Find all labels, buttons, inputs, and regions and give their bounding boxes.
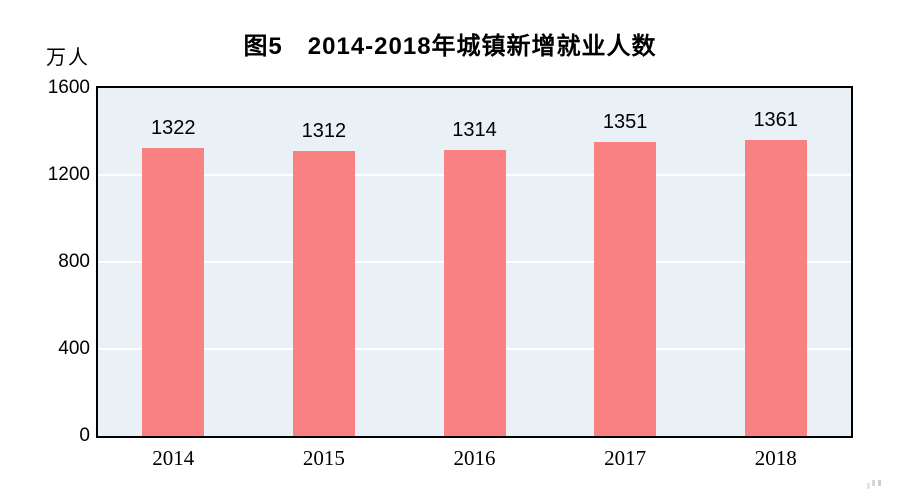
bar-2015: [292, 150, 355, 436]
y-tick-label-400: 400: [58, 338, 90, 359]
bar-2014: [142, 148, 205, 436]
x-tick-label-2014: 2014: [152, 446, 195, 470]
plot-area: 1322 1312 1314 1351 1361: [96, 86, 853, 438]
x-tick-label-2017: 2017: [604, 446, 647, 470]
bar-2018: [744, 139, 807, 436]
x-tick-label-2016: 2016: [453, 446, 496, 470]
y-tick-label-800: 800: [58, 251, 90, 272]
y-tick-label-1200: 1200: [47, 164, 90, 185]
y-tick-label-0: 0: [79, 425, 90, 446]
bar-2016: [443, 150, 506, 436]
bar-value-label-2017: 1351: [602, 111, 648, 134]
chart-title: 图5 2014-2018年城镇新增就业人数: [243, 33, 657, 60]
bar-value-label-2018: 1361: [753, 108, 798, 131]
y-axis-unit-label: 万人: [46, 47, 90, 69]
watermark-artifact: [872, 480, 875, 486]
bar-2017: [594, 142, 657, 436]
bar-value-label-2015: 1312: [301, 119, 347, 142]
y-tick-label-1600: 1600: [47, 77, 90, 98]
x-tick-label-2015: 2015: [302, 446, 345, 470]
bar-value-label-2014: 1322: [151, 117, 196, 140]
x-tick-label-2018: 2018: [754, 446, 797, 470]
bar-value-label-2016: 1314: [452, 119, 497, 142]
